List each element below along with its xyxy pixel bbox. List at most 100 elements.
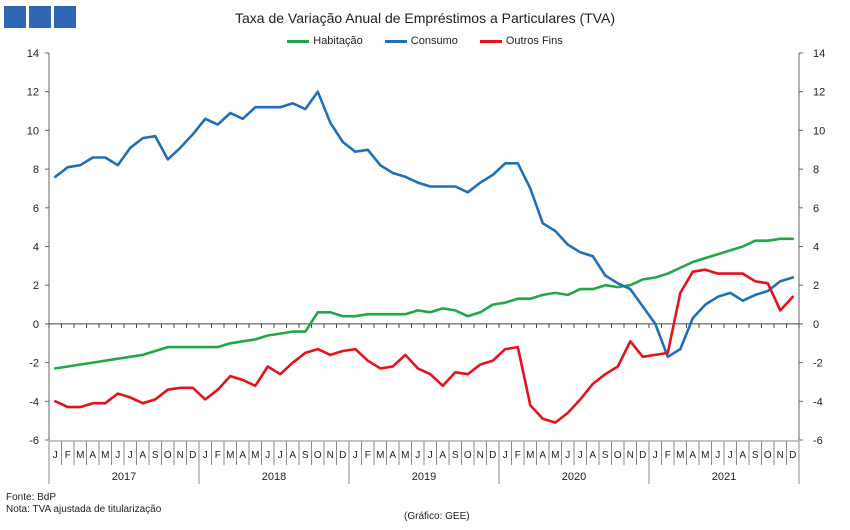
month-label: J	[128, 450, 133, 461]
y-tick-label: -6	[29, 435, 39, 447]
year-label: 2019	[412, 471, 436, 483]
month-label: M	[676, 450, 684, 461]
month-label: F	[215, 450, 221, 461]
year-label: 2017	[112, 471, 136, 483]
month-label: A	[139, 450, 146, 461]
series-lines	[53, 90, 795, 424]
month-label: M	[226, 450, 234, 461]
month-label: J	[353, 450, 358, 461]
month-label: A	[589, 450, 596, 461]
month-label: J	[278, 450, 283, 461]
y-tick-label: 12	[813, 87, 825, 99]
series-line-0	[53, 237, 795, 370]
month-label: O	[314, 450, 322, 461]
month-label: A	[239, 450, 246, 461]
month-label: A	[689, 450, 696, 461]
month-label: F	[665, 450, 671, 461]
legend-label: Habitação	[313, 35, 363, 47]
month-label: M	[526, 450, 534, 461]
month-label: D	[189, 450, 196, 461]
y-tick-label: 0	[33, 319, 39, 331]
month-label: J	[203, 450, 208, 461]
month-label: A	[439, 450, 446, 461]
month-label: J	[415, 450, 420, 461]
y-tick-label: 2	[33, 280, 39, 292]
credit-text: (Gráfico: GEE)	[404, 511, 470, 522]
y-tick-label: 14	[813, 48, 825, 60]
month-label: S	[752, 450, 759, 461]
month-label: A	[739, 450, 746, 461]
month-label: M	[701, 450, 709, 461]
year-label: 2020	[562, 471, 586, 483]
month-label: O	[614, 450, 622, 461]
y-tick-label: -4	[29, 396, 39, 408]
month-label: J	[428, 450, 433, 461]
note-text: Nota: TVA ajustada de titularização	[6, 504, 162, 515]
month-label: D	[339, 450, 346, 461]
series-line-2	[53, 268, 795, 424]
y-tick-label: 6	[813, 203, 819, 215]
footer-notes: Fonte: BdP Nota: TVA ajustada de titular…	[6, 492, 161, 516]
year-label: 2018	[262, 471, 286, 483]
month-label: F	[515, 450, 521, 461]
month-label: O	[764, 450, 772, 461]
y-tick-label: -2	[813, 358, 823, 370]
month-label: A	[89, 450, 96, 461]
month-label: O	[164, 450, 172, 461]
month-label: J	[53, 450, 58, 461]
legend-swatch	[384, 39, 407, 43]
month-label: N	[177, 450, 184, 461]
legend-label: Consumo	[410, 35, 458, 47]
chart-title: Taxa de Variação Anual de Empréstimos a …	[235, 10, 615, 26]
month-label: J	[578, 450, 583, 461]
y-tick-label: 12	[27, 87, 39, 99]
month-label: M	[76, 450, 84, 461]
month-label: S	[452, 450, 459, 461]
month-label: M	[551, 450, 559, 461]
month-label: S	[602, 450, 609, 461]
month-label: J	[715, 450, 720, 461]
y-tick-label: 8	[33, 164, 39, 176]
month-label: D	[789, 450, 796, 461]
month-label: N	[327, 450, 334, 461]
y-tick-label: 4	[33, 242, 39, 254]
month-label: M	[101, 450, 109, 461]
month-label: N	[777, 450, 784, 461]
y-tick-label: 10	[813, 125, 825, 137]
y-tick-label: -6	[813, 435, 823, 447]
y-tick-label: 4	[813, 242, 819, 254]
month-label: A	[539, 450, 546, 461]
legend-item-outros-fins: Outros Fins	[479, 35, 563, 47]
y-tick-label: 0	[813, 319, 819, 331]
legend-swatch	[479, 39, 502, 43]
month-label: J	[265, 450, 270, 461]
month-label: N	[627, 450, 634, 461]
bdp-logo-icon	[4, 6, 76, 28]
y-tick-label: 6	[33, 203, 39, 215]
source-text: Fonte: BdP	[6, 492, 57, 503]
month-label: D	[639, 450, 646, 461]
y-tick-label: 8	[813, 164, 819, 176]
y-tick-label: 14	[27, 48, 39, 60]
legend-item-consumo: Consumo	[384, 35, 458, 47]
chart-axes	[48, 53, 800, 440]
month-label: J	[503, 450, 508, 461]
month-label: F	[365, 450, 371, 461]
y-tick-label: 10	[27, 125, 39, 137]
legend-item-habitacao: Habitação	[287, 35, 363, 47]
month-label: O	[464, 450, 472, 461]
legend-label: Outros Fins	[505, 35, 563, 47]
month-label: S	[152, 450, 159, 461]
y-axis-left: -6 -4 -2 0 2 4 6 8 10 12 14	[27, 48, 49, 447]
month-label: J	[728, 450, 733, 461]
chart-legend: Habitação Consumo Outros Fins	[0, 35, 850, 47]
logo-square	[4, 6, 26, 28]
month-label: J	[115, 450, 120, 461]
y-axis-right: -6 -4 -2 0 2 4 6 8 10 12 14	[799, 48, 825, 447]
y-tick-label: 2	[813, 280, 819, 292]
logo-square	[54, 6, 76, 28]
month-label: J	[653, 450, 658, 461]
legend-swatch	[287, 39, 310, 43]
